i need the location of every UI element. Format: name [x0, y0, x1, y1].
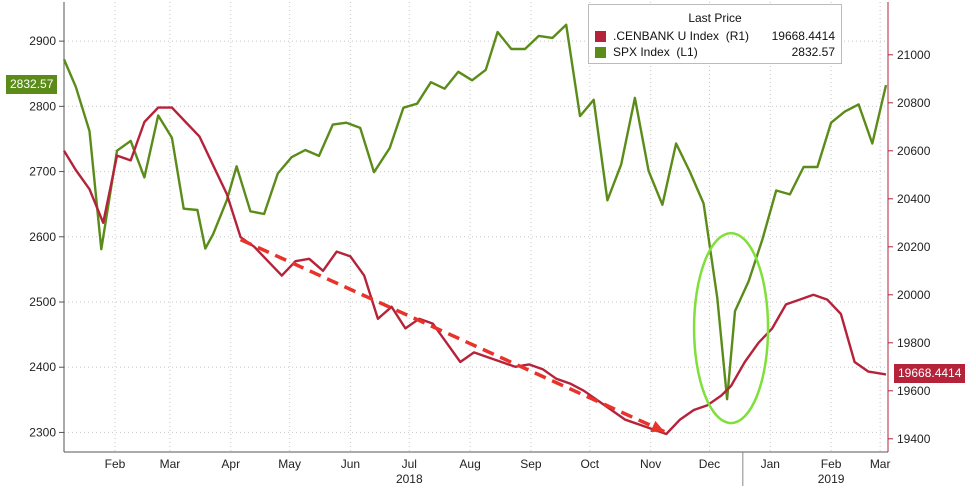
- left-tick-label: 2600: [29, 230, 56, 244]
- right-tick-label: 20200: [897, 240, 931, 254]
- cenbank-last-price-tag: 19668.4414: [894, 364, 966, 384]
- left-tick-label: 2900: [29, 34, 56, 48]
- legend-entry-cenbank: .CENBANK U Index (R1) 19668.4414: [595, 29, 835, 45]
- x-tick-label: Oct: [580, 457, 599, 471]
- x-tick-label: Mar: [160, 457, 181, 471]
- legend-title: Last Price: [688, 11, 742, 25]
- legend-name-spx: SPX Index (L1): [613, 45, 698, 59]
- legend-value-cenbank: 19668.4414: [771, 29, 835, 43]
- x-tick-label: Feb: [821, 457, 842, 471]
- legend-swatch-cenbank: [595, 31, 606, 42]
- x-tick-label: Mar: [870, 457, 891, 471]
- legend-name-cenbank: .CENBANK U Index (R1): [613, 29, 750, 43]
- right-tick-label: 20600: [897, 144, 931, 158]
- x-tick-label: Apr: [221, 457, 240, 471]
- legend-value-spx: 2832.57: [791, 45, 835, 59]
- right-tick-label: 20400: [897, 192, 931, 206]
- left-axis: 2300 2400 2500 2600 2700 2800 2900: [29, 2, 65, 452]
- x-tick-label: Dec: [699, 457, 720, 471]
- legend-entry-spx: SPX Index (L1) 2832.57: [595, 45, 835, 61]
- series-layer: [62, 23, 888, 436]
- left-tick-label: 2400: [29, 360, 56, 374]
- x-tick-label: Jul: [402, 457, 417, 471]
- left-tick-label: 2800: [29, 99, 56, 113]
- highlight-ellipse: [692, 231, 770, 425]
- right-axis: 19400 19600 19800 20000 20200 20400 20600 20800…: [887, 2, 931, 452]
- series-line-cenbank: [62, 106, 887, 436]
- right-tick-label: 20000: [897, 288, 931, 302]
- x-tick-label: Feb: [105, 457, 126, 471]
- left-tick-label: 2300: [29, 425, 56, 439]
- right-tick-label: 19400: [897, 432, 931, 446]
- x-axis: Feb Mar Apr May Jun Jul Aug Sep Oct Nov Dec Jan Feb M…: [64, 451, 891, 486]
- x-tick-label: Aug: [459, 457, 480, 471]
- x-tick-label: Jan: [761, 457, 780, 471]
- spx-last-price-tag: 2832.57: [6, 75, 58, 95]
- legend: Last Price .CENBANK U Index (R1) 19668.4…: [588, 4, 842, 64]
- right-tick-label: 21000: [897, 48, 931, 62]
- series-line-spx: [62, 23, 888, 401]
- x-tick-label: Nov: [640, 457, 661, 471]
- legend-swatch-spx: [595, 47, 606, 58]
- x-tick-label: May: [278, 457, 301, 471]
- x-tick-label: Sep: [520, 457, 542, 471]
- trend-arrow-head: [650, 420, 665, 432]
- left-tick-label: 2500: [29, 295, 56, 309]
- x-year-label: 2018: [396, 472, 423, 486]
- right-tick-label: 19600: [897, 384, 931, 398]
- gridlines: [64, 2, 888, 452]
- right-tick-label: 20800: [897, 96, 931, 110]
- trend-arrow-line: [239, 238, 666, 434]
- right-tick-label: 19800: [897, 336, 931, 350]
- x-tick-label: Jun: [341, 457, 360, 471]
- x-year-label: 2019: [818, 472, 845, 486]
- left-tick-label: 2700: [29, 165, 56, 179]
